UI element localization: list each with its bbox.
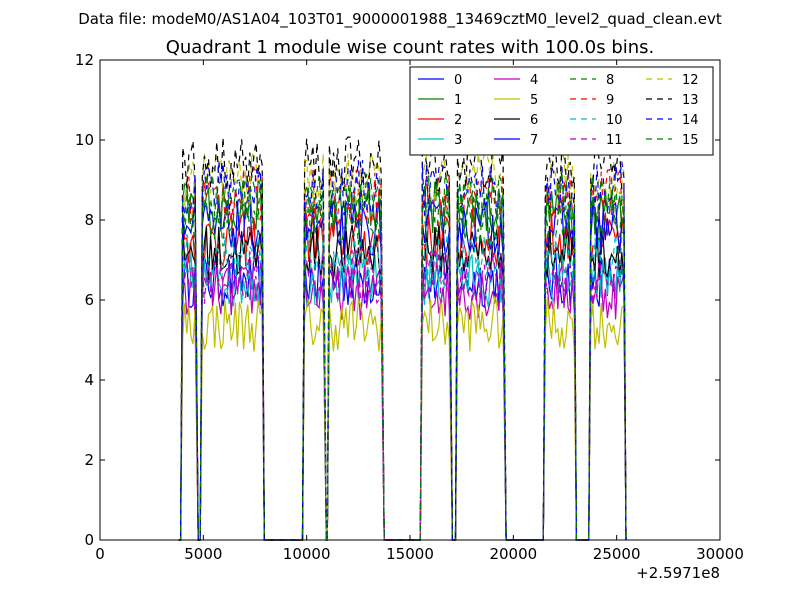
series-line-2	[178, 210, 627, 541]
x-axis-offset-label: +2.5971e8	[636, 564, 720, 582]
series-line-9	[178, 165, 627, 541]
series-line-1	[178, 178, 627, 541]
x-tick-label: 25000	[593, 545, 641, 563]
x-tick-label: 5000	[184, 545, 222, 563]
legend-label-0: 0	[454, 73, 462, 88]
legend-label-15: 15	[682, 133, 699, 148]
y-tick-label: 10	[75, 131, 94, 149]
x-tick-label: 20000	[489, 545, 537, 563]
legend-label-3: 3	[454, 133, 462, 148]
legend-label-7: 7	[530, 133, 538, 148]
y-tick-label: 4	[84, 371, 94, 389]
y-tick-label: 6	[84, 291, 94, 309]
legend-label-2: 2	[454, 113, 462, 128]
series-line-11	[178, 248, 627, 541]
legend-label-10: 10	[606, 113, 623, 128]
legend-label-12: 12	[682, 73, 699, 88]
legend-label-9: 9	[606, 93, 614, 108]
x-tick-label: 30000	[696, 545, 744, 563]
series-line-15	[178, 172, 627, 541]
legend-label-8: 8	[606, 73, 614, 88]
series-lines	[178, 136, 627, 541]
legend-label-1: 1	[454, 93, 462, 108]
series-line-4	[178, 264, 627, 541]
legend-label-11: 11	[606, 133, 623, 148]
y-tick-label: 12	[75, 51, 94, 69]
series-line-5	[178, 295, 627, 541]
x-tick-label: 15000	[386, 545, 434, 563]
chart-title: Quadrant 1 module wise count rates with …	[166, 37, 655, 58]
x-tick-label: 0	[95, 545, 105, 563]
series-line-14	[178, 160, 627, 541]
legend-label-14: 14	[682, 113, 699, 128]
series-line-12	[178, 152, 627, 541]
y-tick-label: 0	[84, 531, 94, 549]
legend-label-13: 13	[682, 93, 699, 108]
legend-label-6: 6	[530, 113, 538, 128]
y-tick-label: 2	[84, 451, 94, 469]
figure-suptitle: Data file: modeM0/AS1A04_103T01_90000019…	[78, 10, 722, 29]
series-line-10	[178, 231, 627, 541]
legend-label-4: 4	[530, 73, 538, 88]
y-tick-label: 8	[84, 211, 94, 229]
legend-label-5: 5	[530, 93, 538, 108]
x-tick-label: 10000	[283, 545, 331, 563]
series-line-0	[178, 251, 627, 541]
legend-box	[409, 66, 714, 156]
